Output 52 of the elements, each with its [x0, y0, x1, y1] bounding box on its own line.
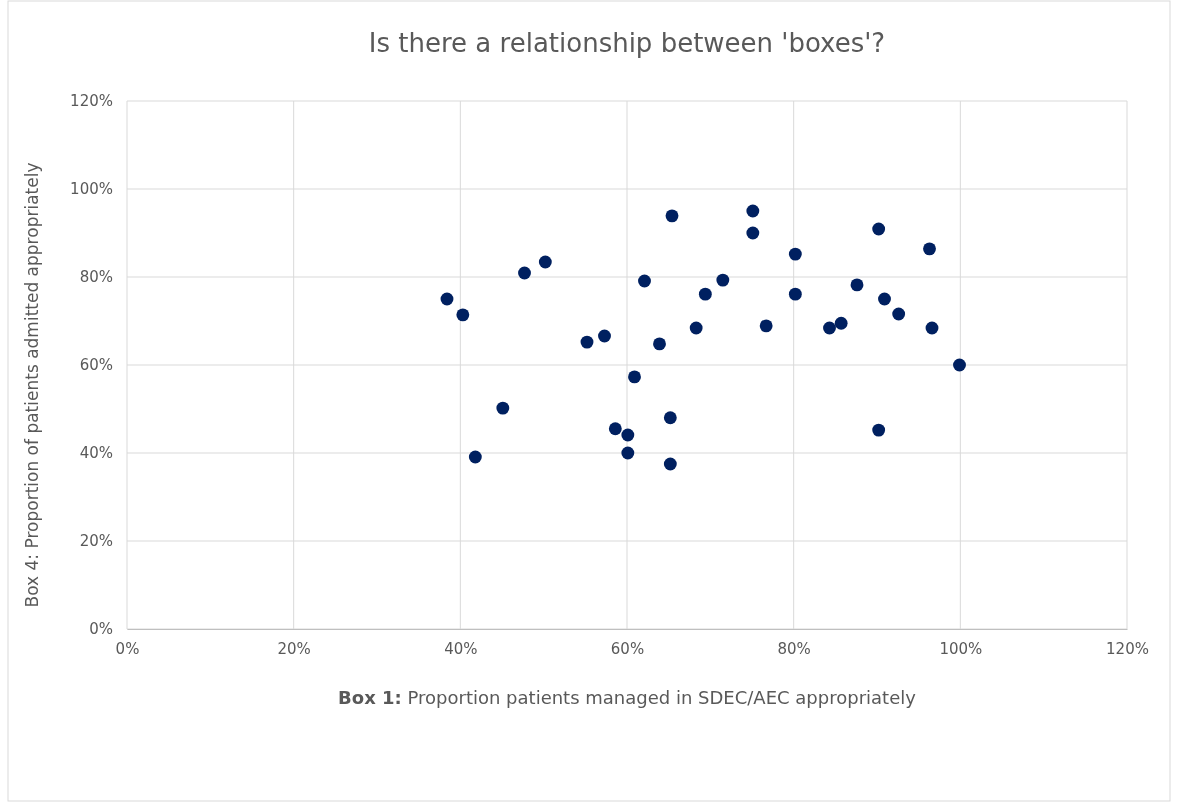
point — [788, 247, 802, 261]
point — [538, 255, 552, 269]
x-tick-label: 60% — [610, 639, 645, 658]
point — [628, 370, 641, 384]
point — [663, 411, 677, 425]
point — [598, 329, 611, 343]
point — [653, 337, 666, 351]
point — [872, 423, 886, 437]
x-tick-label: 20% — [277, 639, 311, 658]
x-tick-label: 100% — [939, 639, 983, 658]
point — [746, 204, 760, 218]
y-tick-label: 20% — [79, 532, 113, 551]
point — [850, 278, 864, 292]
x-tick-label: 0% — [115, 639, 140, 658]
point — [456, 308, 470, 322]
point — [925, 321, 939, 335]
x-tick-label: 40% — [444, 639, 478, 658]
y-tick-label: 0% — [89, 620, 113, 639]
point — [496, 401, 510, 415]
x-tick-label: 120% — [1106, 639, 1149, 658]
chart-title: Is there a relationship between 'boxes'? — [368, 28, 886, 58]
point — [468, 450, 482, 464]
point — [716, 273, 730, 287]
point — [872, 222, 886, 236]
y-tick-label: 40% — [79, 444, 113, 463]
point — [638, 274, 651, 288]
point — [759, 319, 773, 333]
point — [878, 292, 891, 306]
y-tick-label: 60% — [79, 356, 113, 375]
point — [923, 242, 936, 256]
point — [746, 226, 760, 240]
point — [953, 358, 966, 372]
y-tick-label: 120% — [70, 92, 113, 111]
point — [665, 209, 679, 223]
point — [518, 266, 531, 280]
x-axis-title: Box 1: Proportion patients managed in SDEC/AEC appropriately — [338, 687, 917, 708]
y-axis-title: Box 4: Proportion of patients admitted appropriately — [22, 162, 42, 608]
point — [788, 287, 802, 301]
point — [440, 292, 454, 306]
point — [621, 446, 635, 460]
point — [892, 307, 906, 321]
point — [823, 321, 836, 335]
point — [689, 321, 703, 335]
point — [698, 287, 712, 301]
point — [663, 457, 677, 471]
point — [621, 428, 635, 442]
point — [608, 422, 622, 436]
x-tick-label: 80% — [777, 639, 811, 658]
y-tick-label: 80% — [79, 268, 113, 287]
point — [580, 335, 594, 349]
y-tick-label: 100% — [70, 180, 113, 199]
point — [834, 316, 848, 330]
